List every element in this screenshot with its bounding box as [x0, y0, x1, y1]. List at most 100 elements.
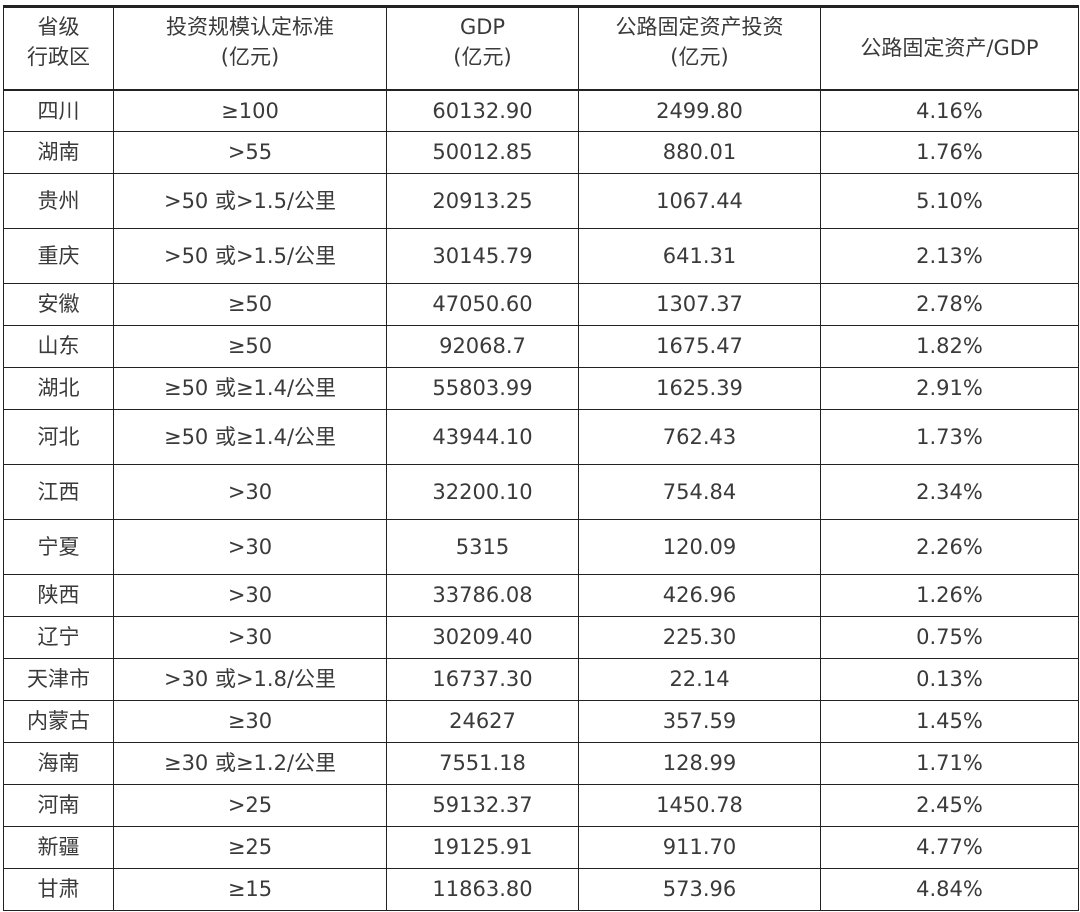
header-standard: 投资规模认定标准 (亿元)	[113, 6, 387, 91]
cell-ratio: 0.13%	[820, 658, 1079, 701]
cell-standard: ≥50	[113, 283, 387, 326]
cell-ratio: 2.45%	[820, 784, 1079, 827]
cell-ratio: 5.10%	[820, 173, 1079, 229]
cell-province: 甘肃	[3, 868, 114, 911]
cell-gdp: 11863.80	[386, 868, 579, 911]
header-line: 行政区	[27, 45, 90, 70]
cell-standard: >50 或>1.5/公里	[113, 228, 387, 284]
cell-province: 新疆	[3, 826, 114, 869]
table-row: 湖北 ≥50 或≥1.4/公里 55803.99 1625.39 2.91%	[3, 367, 1079, 410]
cell-road-investment: 1625.39	[578, 367, 821, 410]
cell-ratio: 2.26%	[820, 519, 1079, 575]
cell-standard: >30	[113, 574, 387, 617]
table-row: 湖南 >55 50012.85 880.01 1.76%	[3, 131, 1079, 174]
cell-ratio: 1.45%	[820, 700, 1079, 743]
table-row: 新疆 ≥25 19125.91 911.70 4.77%	[3, 826, 1079, 869]
table-row: 甘肃 ≥15 11863.80 573.96 4.84%	[3, 868, 1079, 911]
cell-road-investment: 573.96	[578, 868, 821, 911]
table-row: 重庆 >50 或>1.5/公里 30145.79 641.31 2.13%	[3, 228, 1079, 284]
table-row: 江西 >30 32200.10 754.84 2.34%	[3, 464, 1079, 520]
cell-ratio: 2.13%	[820, 228, 1079, 284]
cell-province: 山东	[3, 325, 114, 368]
header-province: 省级 行政区	[3, 6, 114, 91]
cell-standard: ≥15	[113, 868, 387, 911]
cell-ratio: 1.26%	[820, 574, 1079, 617]
header-gdp: GDP (亿元)	[386, 6, 579, 91]
cell-standard: >50 或>1.5/公里	[113, 173, 387, 229]
cell-ratio: 0.75%	[820, 616, 1079, 659]
cell-road-investment: 1675.47	[578, 325, 821, 368]
cell-province: 辽宁	[3, 616, 114, 659]
cell-standard: >55	[113, 131, 387, 174]
cell-province: 宁夏	[3, 519, 114, 575]
cell-gdp: 92068.7	[386, 325, 579, 368]
header-line: 省级	[37, 15, 80, 39]
cell-standard: >30	[113, 464, 387, 520]
cell-road-investment: 357.59	[578, 700, 821, 743]
table-row: 河北 ≥50 或≥1.4/公里 43944.10 762.43 1.73%	[3, 409, 1079, 465]
cell-gdp: 30145.79	[386, 228, 579, 284]
cell-province: 海南	[3, 742, 114, 785]
table-row: 河南 >25 59132.37 1450.78 2.45%	[3, 784, 1079, 827]
cell-standard: ≥25	[113, 826, 387, 869]
cell-province: 江西	[3, 464, 114, 520]
table-row: 宁夏 >30 5315 120.09 2.26%	[3, 519, 1079, 575]
cell-ratio: 2.91%	[820, 367, 1079, 410]
cell-gdp: 16737.30	[386, 658, 579, 701]
table-row: 辽宁 >30 30209.40 225.30 0.75%	[3, 616, 1079, 659]
cell-province: 安徽	[3, 283, 114, 326]
cell-gdp: 43944.10	[386, 409, 579, 465]
cell-province: 天津市	[3, 658, 114, 701]
table-row: 安徽 ≥50 47050.60 1307.37 2.78%	[3, 283, 1079, 326]
cell-province: 河南	[3, 784, 114, 827]
cell-gdp: 24627	[386, 700, 579, 743]
cell-standard: >30	[113, 616, 387, 659]
cell-ratio: 4.84%	[820, 868, 1079, 911]
cell-ratio: 1.73%	[820, 409, 1079, 465]
cell-province: 湖北	[3, 367, 114, 410]
cell-road-investment: 225.30	[578, 616, 821, 659]
cell-road-investment: 128.99	[578, 742, 821, 785]
cell-ratio: 2.78%	[820, 283, 1079, 326]
cell-standard: >30	[113, 519, 387, 575]
cell-standard: >30 或>1.8/公里	[113, 658, 387, 701]
cell-standard: ≥100	[113, 89, 387, 132]
header-road-investment: 公路固定资产投资 (亿元)	[578, 6, 821, 91]
cell-province: 河北	[3, 409, 114, 465]
table-row: 陕西 >30 33786.08 426.96 1.26%	[3, 574, 1079, 617]
cell-gdp: 47050.60	[386, 283, 579, 326]
cell-road-investment: 22.14	[578, 658, 821, 701]
cell-gdp: 32200.10	[386, 464, 579, 520]
table-body: 四川 ≥100 60132.90 2499.80 4.16% 湖南 >55 50012.85 8…	[3, 89, 1079, 911]
header-line: (亿元)	[453, 45, 512, 70]
header-line: 公路固定资产/GDP	[860, 36, 1039, 61]
cell-gdp: 55803.99	[386, 367, 579, 410]
cell-gdp: 60132.90	[386, 89, 579, 132]
table-row: 内蒙古 ≥30 24627 357.59 1.45%	[3, 700, 1079, 743]
cell-road-investment: 911.70	[578, 826, 821, 869]
header-line: GDP	[459, 15, 506, 39]
cell-standard: ≥50 或≥1.4/公里	[113, 409, 387, 465]
cell-standard: ≥30	[113, 700, 387, 743]
header-line: (亿元)	[670, 45, 729, 70]
cell-road-investment: 2499.80	[578, 89, 821, 132]
table-row: 海南 ≥30 或≥1.2/公里 7551.18 128.99 1.71%	[3, 742, 1079, 785]
table-row: 天津市 >30 或>1.8/公里 16737.30 22.14 0.13%	[3, 658, 1079, 701]
cell-standard: ≥50 或≥1.4/公里	[113, 367, 387, 410]
cell-standard: ≥50	[113, 325, 387, 368]
cell-ratio: 1.82%	[820, 325, 1079, 368]
cell-road-investment: 426.96	[578, 574, 821, 617]
cell-gdp: 20913.25	[386, 173, 579, 229]
cell-ratio: 2.34%	[820, 464, 1079, 520]
cell-ratio: 1.76%	[820, 131, 1079, 174]
cell-road-investment: 120.09	[578, 519, 821, 575]
cell-standard: >25	[113, 784, 387, 827]
cell-province: 重庆	[3, 228, 114, 284]
cell-ratio: 4.16%	[820, 89, 1079, 132]
cell-gdp: 19125.91	[386, 826, 579, 869]
cell-road-investment: 641.31	[578, 228, 821, 284]
investment-table: 省级 行政区 投资规模认定标准 (亿元) GDP (亿元) 公路固定资产投资 (亿元) …	[3, 5, 1079, 911]
table-row: 贵州 >50 或>1.5/公里 20913.25 1067.44 5.10%	[3, 173, 1079, 229]
cell-gdp: 50012.85	[386, 131, 579, 174]
cell-province: 贵州	[3, 173, 114, 229]
